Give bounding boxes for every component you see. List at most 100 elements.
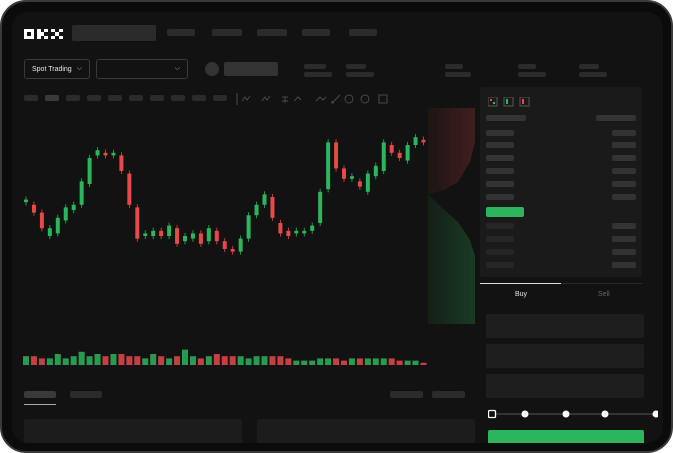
sell-tab[interactable]: Sell bbox=[561, 284, 642, 304]
orderbook-price-cell[interactable] bbox=[486, 155, 514, 161]
candle-body bbox=[246, 215, 251, 239]
stat-label-5 bbox=[579, 64, 599, 69]
candle-body bbox=[413, 137, 418, 145]
bottom-panel-right bbox=[257, 419, 475, 443]
timeframe-9[interactable] bbox=[192, 95, 206, 101]
volume-bar bbox=[356, 358, 363, 365]
bottom-action-1[interactable] bbox=[390, 391, 423, 398]
stat-label-4 bbox=[518, 64, 536, 69]
nav-item-3[interactable] bbox=[257, 29, 287, 36]
price-input[interactable] bbox=[486, 314, 644, 338]
candle-body bbox=[222, 241, 227, 249]
timeframe-3[interactable] bbox=[66, 95, 80, 101]
orderbook-amount-cell[interactable] bbox=[612, 194, 636, 200]
volume-bar bbox=[23, 356, 29, 365]
market-type-select[interactable]: Spot Trading ⌵ bbox=[24, 59, 90, 79]
buy-tab[interactable]: Buy bbox=[480, 283, 561, 304]
okx-logo[interactable] bbox=[24, 27, 64, 46]
nav-item-4[interactable] bbox=[302, 29, 330, 36]
candle-body bbox=[111, 152, 116, 156]
orderbook-amount-cell[interactable] bbox=[612, 142, 636, 148]
volume-bar bbox=[205, 356, 212, 365]
orderbook-price-cell[interactable] bbox=[486, 194, 514, 200]
volume-bar bbox=[285, 358, 292, 365]
orderbook-amount-cell[interactable] bbox=[612, 223, 636, 229]
volume-bar bbox=[38, 358, 45, 365]
price-chart[interactable] bbox=[12, 12, 663, 443]
candle-body bbox=[349, 176, 354, 179]
orderbook-amount-cell[interactable] bbox=[612, 168, 636, 174]
orderbook-price-cell[interactable] bbox=[486, 181, 514, 187]
volume-bar bbox=[420, 362, 427, 365]
candle-body bbox=[79, 181, 84, 205]
stat-value-5 bbox=[579, 72, 607, 77]
volume-bar bbox=[372, 358, 379, 365]
orderbook-price-cell[interactable] bbox=[486, 142, 514, 148]
nav-item-1[interactable] bbox=[167, 29, 195, 36]
volume-bar bbox=[213, 354, 220, 365]
candle-body bbox=[31, 204, 36, 213]
orderbook-amount-cell[interactable] bbox=[612, 155, 636, 161]
orderbook-amount-cell[interactable] bbox=[612, 130, 636, 136]
stat-label-3 bbox=[445, 64, 463, 69]
volume-bar bbox=[62, 358, 69, 365]
timeframe-7[interactable] bbox=[150, 95, 164, 101]
orderbook-amount-cell[interactable] bbox=[612, 236, 636, 242]
draw-tools-icons[interactable] bbox=[234, 92, 394, 105]
screen: Spot Trading ⌵ ⌵ bbox=[12, 12, 663, 443]
volume-bar bbox=[174, 356, 181, 365]
tab-order-history[interactable] bbox=[70, 391, 102, 398]
buy-submit-button[interactable] bbox=[488, 430, 644, 443]
nav-item-5[interactable] bbox=[349, 29, 377, 36]
volume-bar bbox=[364, 358, 371, 365]
candle-body bbox=[389, 145, 394, 153]
candle-body bbox=[294, 230, 299, 234]
orderbook-price-cell[interactable] bbox=[486, 168, 514, 174]
candle-body bbox=[95, 150, 100, 156]
candle-body bbox=[405, 145, 410, 161]
candle-body bbox=[151, 230, 156, 236]
stat-value-3 bbox=[445, 72, 471, 77]
orderbook-price-cell[interactable] bbox=[486, 236, 514, 242]
timeframe-6[interactable] bbox=[129, 95, 143, 101]
timeframe-2[interactable] bbox=[45, 95, 59, 101]
search-input[interactable] bbox=[72, 25, 156, 41]
tab-open-orders[interactable] bbox=[24, 391, 56, 398]
volume-bar bbox=[197, 358, 204, 365]
orderbook-price-cell[interactable] bbox=[486, 262, 514, 268]
candle-body bbox=[63, 207, 68, 221]
volume-bar bbox=[102, 356, 109, 365]
volume-bar bbox=[333, 358, 340, 365]
nav-item-2[interactable] bbox=[212, 29, 242, 36]
amount-input[interactable] bbox=[486, 344, 644, 368]
orderbook-view-icons[interactable] bbox=[487, 94, 533, 107]
bottom-action-2[interactable] bbox=[432, 391, 465, 398]
candle-body bbox=[214, 230, 219, 242]
orderbook-amount-cell[interactable] bbox=[612, 249, 636, 255]
orderbook-price-cell[interactable] bbox=[486, 130, 514, 136]
orderbook-price-cell[interactable] bbox=[486, 223, 514, 229]
volume-bar bbox=[293, 360, 300, 365]
orderbook-price-cell[interactable] bbox=[486, 249, 514, 255]
orderbook-amount-cell[interactable] bbox=[612, 181, 636, 187]
total-input[interactable] bbox=[486, 374, 644, 398]
chevron-down-icon: ⌵ bbox=[174, 65, 180, 72]
volume-bar bbox=[54, 354, 61, 365]
pair-select[interactable]: ⌵ bbox=[96, 59, 188, 79]
volume-bar bbox=[317, 358, 324, 365]
chevron-down-icon: ⌵ bbox=[76, 65, 82, 72]
volume-bar bbox=[86, 356, 93, 365]
orderbook-amount-cell[interactable] bbox=[612, 262, 636, 268]
candle-body bbox=[159, 230, 164, 236]
timeframe-1[interactable] bbox=[24, 95, 38, 101]
timeframe-8[interactable] bbox=[171, 95, 185, 101]
timeframe-5[interactable] bbox=[108, 95, 122, 101]
volume-bar bbox=[341, 360, 347, 365]
timeframe-10[interactable] bbox=[213, 95, 227, 101]
volume-bar bbox=[309, 360, 316, 365]
candle-body bbox=[421, 139, 426, 143]
timeframe-4[interactable] bbox=[87, 95, 101, 101]
bottom-panel-left bbox=[24, 419, 242, 443]
amount-slider[interactable] bbox=[487, 406, 660, 419]
